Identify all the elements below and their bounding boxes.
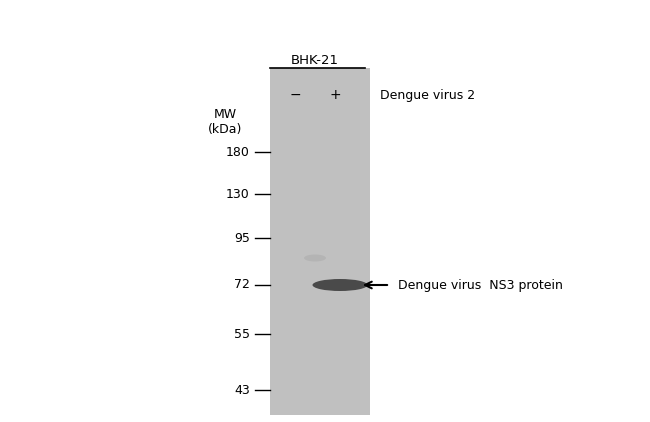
Text: 180: 180 [226,146,250,159]
Text: (kDa): (kDa) [208,124,242,136]
Text: MW: MW [213,108,237,122]
Text: 130: 130 [226,187,250,200]
Text: 95: 95 [234,232,250,244]
Ellipse shape [313,279,367,291]
FancyBboxPatch shape [270,68,370,415]
Text: BHK-21: BHK-21 [291,54,339,67]
Text: Dengue virus  NS3 protein: Dengue virus NS3 protein [398,279,563,292]
Text: 72: 72 [234,279,250,292]
Ellipse shape [304,254,326,262]
Text: −: − [289,88,301,102]
Text: Dengue virus 2: Dengue virus 2 [380,89,475,102]
Text: 43: 43 [234,384,250,397]
Text: +: + [329,88,341,102]
Text: 55: 55 [234,327,250,341]
